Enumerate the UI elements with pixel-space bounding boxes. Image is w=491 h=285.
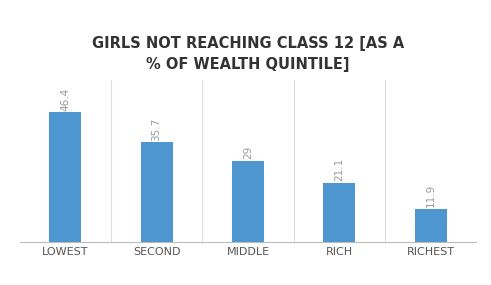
Text: 29: 29	[243, 146, 253, 159]
Bar	[232, 161, 264, 242]
Bar	[140, 142, 173, 242]
Text: 11.9: 11.9	[426, 184, 436, 207]
Bar	[414, 209, 447, 242]
Title: GIRLS NOT REACHING CLASS 12 [AS A
% OF WEALTH QUINTILE]: GIRLS NOT REACHING CLASS 12 [AS A % OF W…	[92, 36, 404, 72]
Bar	[49, 112, 82, 242]
Text: 35.7: 35.7	[152, 117, 162, 141]
Text: 46.4: 46.4	[60, 87, 70, 111]
Bar	[323, 183, 355, 242]
Text: 21.1: 21.1	[334, 158, 344, 182]
